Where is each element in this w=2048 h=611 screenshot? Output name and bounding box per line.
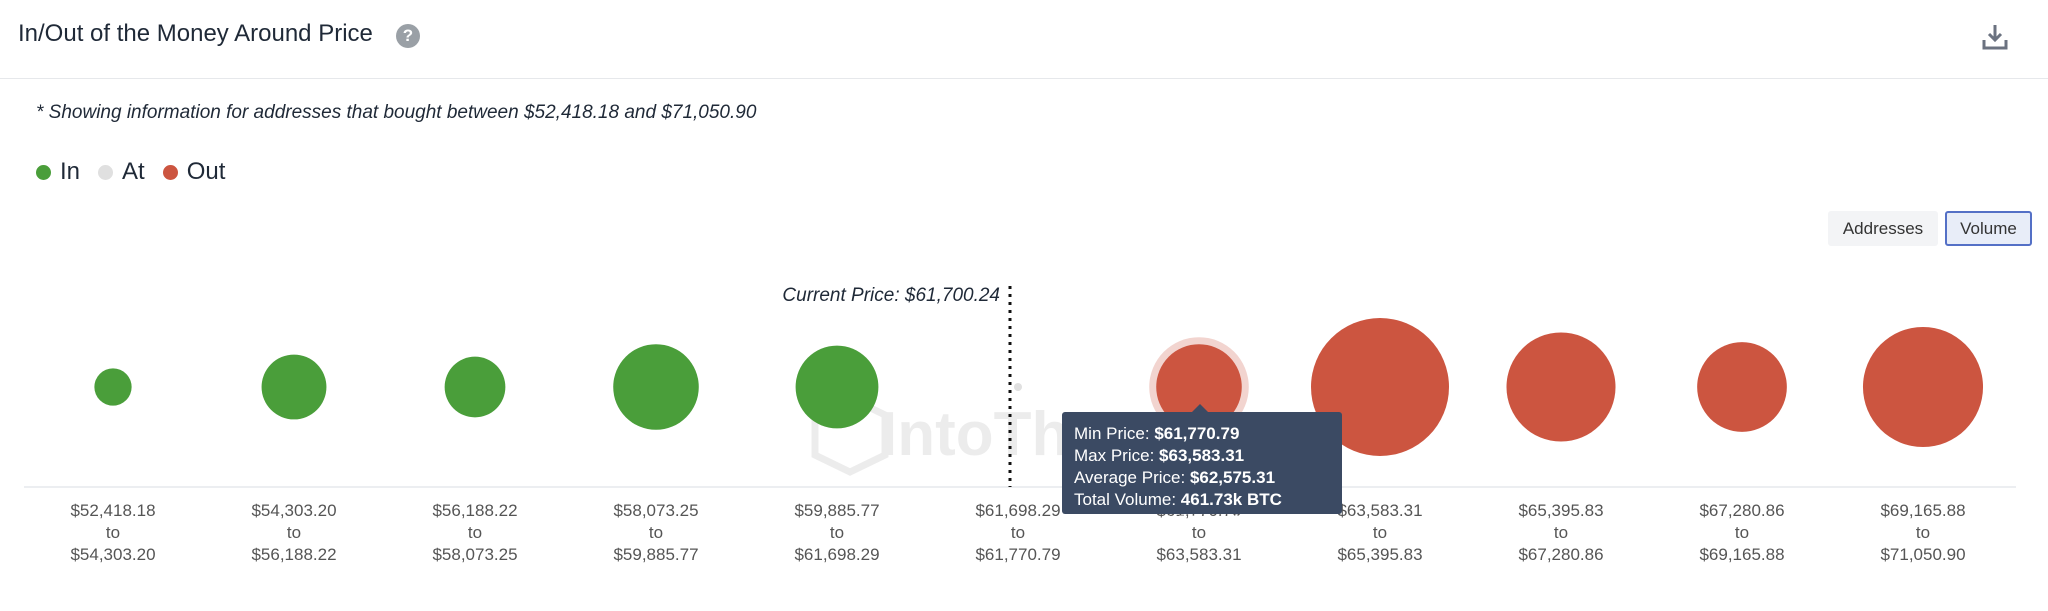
bubble-at-5[interactable]: [1014, 383, 1022, 391]
x-tick-label-2-1: to: [468, 523, 482, 542]
tooltip-addr-label: Addresses:: [1074, 512, 1160, 531]
legend-out-label: Out: [186, 158, 226, 185]
x-tick-label-0-0: $52,418.18: [70, 501, 155, 520]
bubble-in-0[interactable]: [94, 368, 132, 406]
x-tick-label-3-0: $58,073.25: [613, 501, 698, 520]
legend-out-swatch: [162, 164, 178, 180]
x-tick-label-10-0: $69,165.88: [1880, 501, 1965, 520]
x-tick-label-1-1: to: [287, 523, 301, 542]
legend-at-label: At: [122, 158, 145, 185]
legend: In At Out: [36, 158, 225, 186]
tooltip-min-label: Min Price:: [1074, 424, 1150, 443]
x-tick-label-2-2: $58,073.25: [432, 545, 517, 564]
bubble-in-4[interactable]: [795, 345, 879, 429]
help-icon[interactable]: ?: [396, 24, 420, 48]
x-tick-labels: $52,418.18 to $54,303.20 $54,303.20 to $56,18…: [70, 501, 1965, 564]
chart-header: In/Out of the Money Around Price ?: [0, 0, 2048, 79]
x-tick-label-10-1: to: [1916, 523, 1930, 542]
tooltip-max-value: $63,583.31: [1159, 446, 1245, 465]
x-tick-label-9-2: $69,165.88: [1699, 545, 1784, 564]
x-tick-label-4-0: $59,885.77: [794, 501, 879, 520]
tooltip-avg-label: Average Price:: [1074, 468, 1186, 487]
x-tick-label-5-1: to: [1011, 523, 1025, 542]
x-tick-label-4-1: to: [830, 523, 844, 542]
x-tick-label-5-2: $61,770.79: [975, 545, 1060, 564]
tooltip-addr-row: Addresses: 1.58m Addresses: [1074, 511, 1330, 533]
x-tick-label-0-2: $54,303.20: [70, 545, 155, 564]
range-note: * Showing information for addresses that…: [36, 102, 757, 123]
x-tick-label-9-1: to: [1735, 523, 1749, 542]
tooltip-addr-value: 1.58m Addresses: [1163, 512, 1304, 531]
bubble-in-1[interactable]: [261, 354, 327, 420]
tooltip-avg-value: $62,575.31: [1189, 468, 1276, 487]
x-tick-label-10-2: $71,050.90: [1880, 545, 1965, 564]
x-tick-label-5-0: $61,698.29: [975, 501, 1060, 520]
tooltip-max-row: Max Price: $63,583.31: [1074, 445, 1330, 467]
x-tick-label-2-0: $56,188.22: [432, 501, 517, 520]
x-tick-label-8-2: $67,280.86: [1518, 545, 1603, 564]
bubble-in-3[interactable]: [613, 344, 699, 430]
tooltip-min-row: Min Price: $61,770.79: [1074, 423, 1330, 445]
legend-item-out[interactable]: Out: [162, 158, 226, 186]
download-icon[interactable]: [1980, 22, 2010, 52]
tooltip-vol-value: 461.73k BTC: [1180, 490, 1282, 509]
x-tick-label-6-1: to: [1192, 523, 1206, 542]
x-tick-label-9-0: $67,280.86: [1699, 501, 1784, 520]
tooltip: Min Price: $61,770.79 Max Price: $63,583…: [1062, 412, 1342, 531]
current-price-label: Current Price: $61,700.24: [782, 285, 1000, 306]
x-tick-label-3-2: $59,885.77: [613, 545, 698, 564]
x-tick-label-8-1: to: [1554, 523, 1568, 542]
addresses-toggle-button[interactable]: Addresses: [1828, 211, 1938, 246]
tooltip-max-label: Max Price:: [1074, 446, 1155, 465]
x-tick-label-7-1: to: [1373, 523, 1387, 542]
x-tick-label-1-2: $56,188.22: [251, 545, 336, 564]
legend-at-swatch: [98, 164, 114, 180]
x-tick-label-7-0: $63,583.31: [1337, 501, 1422, 520]
bubble-out-8[interactable]: [1506, 332, 1616, 442]
tooltip-arrow: [1191, 404, 1209, 413]
x-tick-label-4-2: $61,698.29: [794, 545, 879, 564]
tooltip-min-value: $61,770.79: [1154, 424, 1240, 443]
bubbles-group: [94, 318, 1984, 456]
x-tick-label-8-0: $65,395.83: [1518, 501, 1603, 520]
chart-title: In/Out of the Money Around Price: [18, 20, 373, 47]
volume-toggle-button[interactable]: Volume: [1945, 211, 2032, 246]
x-tick-label-3-1: to: [649, 523, 663, 542]
legend-item-in[interactable]: In: [36, 158, 80, 186]
bubble-out-6[interactable]: [1156, 344, 1242, 430]
x-tick-label-0-1: to: [106, 523, 120, 542]
tooltip-vol-label: Total Volume:: [1074, 490, 1177, 509]
x-tick-label-6-2: $63,583.31: [1156, 545, 1241, 564]
legend-in-swatch: [36, 164, 51, 180]
bubble-in-2[interactable]: [444, 356, 506, 418]
x-tick-label-7-2: $65,395.83: [1337, 545, 1422, 564]
legend-item-at[interactable]: At: [98, 158, 145, 186]
x-tick-label-1-0: $54,303.20: [251, 501, 336, 520]
bubble-out-10[interactable]: [1862, 326, 1984, 448]
bubble-out-7[interactable]: [1311, 318, 1449, 456]
legend-in-label: In: [60, 158, 81, 185]
bubble-out-9[interactable]: [1697, 342, 1787, 432]
tooltip-avg-row: Average Price: $62,575.31: [1074, 467, 1330, 489]
tooltip-vol-row: Total Volume: 461.73k BTC: [1074, 489, 1330, 511]
